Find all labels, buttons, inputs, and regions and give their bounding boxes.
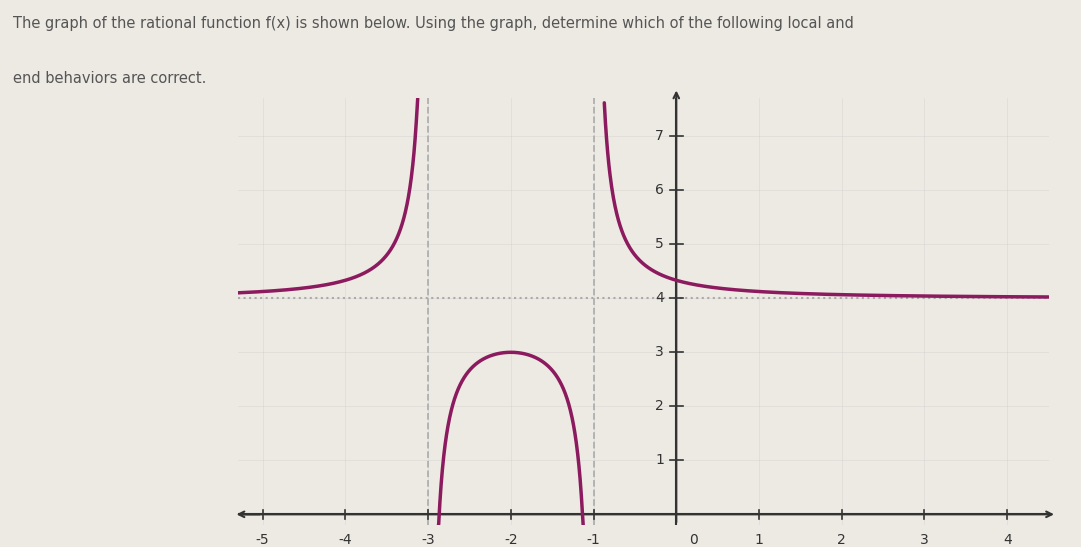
Text: 2: 2 [655, 399, 664, 414]
Text: 4: 4 [1003, 533, 1012, 547]
Text: -4: -4 [338, 533, 352, 547]
Text: 1: 1 [655, 453, 664, 467]
Text: -2: -2 [504, 533, 518, 547]
Text: 4: 4 [655, 292, 664, 305]
Text: 6: 6 [655, 183, 664, 197]
Text: -1: -1 [587, 533, 600, 547]
Text: 1: 1 [755, 533, 763, 547]
Text: 5: 5 [655, 237, 664, 251]
Text: -5: -5 [256, 533, 269, 547]
Text: 7: 7 [655, 129, 664, 143]
Text: 3: 3 [655, 345, 664, 359]
Text: The graph of the rational function f(x) is shown below. Using the graph, determi: The graph of the rational function f(x) … [13, 16, 854, 31]
Text: 3: 3 [920, 533, 929, 547]
Text: 2: 2 [838, 533, 846, 547]
Text: 0: 0 [689, 533, 697, 547]
Text: end behaviors are correct.: end behaviors are correct. [13, 71, 206, 86]
Text: -3: -3 [422, 533, 435, 547]
